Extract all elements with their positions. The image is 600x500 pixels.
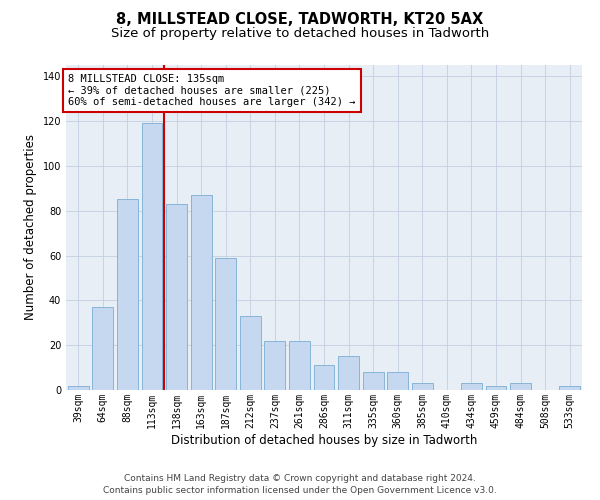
Text: 8, MILLSTEAD CLOSE, TADWORTH, KT20 5AX: 8, MILLSTEAD CLOSE, TADWORTH, KT20 5AX	[116, 12, 484, 28]
Bar	[265, 340, 286, 390]
Text: 8 MILLSTEAD CLOSE: 135sqm
← 39% of detached houses are smaller (225)
60% of semi: 8 MILLSTEAD CLOSE: 135sqm ← 39% of detac…	[68, 74, 356, 107]
Bar	[362, 372, 383, 390]
Bar	[559, 386, 580, 390]
Bar	[314, 366, 334, 390]
Bar	[510, 384, 531, 390]
Text: Contains HM Land Registry data © Crown copyright and database right 2024.
Contai: Contains HM Land Registry data © Crown c…	[103, 474, 497, 495]
Bar	[338, 356, 359, 390]
Text: Size of property relative to detached houses in Tadworth: Size of property relative to detached ho…	[111, 28, 489, 40]
Bar	[117, 200, 138, 390]
Bar	[412, 384, 433, 390]
Bar	[68, 386, 89, 390]
Bar	[215, 258, 236, 390]
Bar	[387, 372, 408, 390]
Bar	[461, 384, 482, 390]
Bar	[485, 386, 506, 390]
Bar	[240, 316, 261, 390]
Bar	[166, 204, 187, 390]
Bar	[92, 307, 113, 390]
Bar	[142, 124, 163, 390]
Y-axis label: Number of detached properties: Number of detached properties	[24, 134, 37, 320]
Bar	[191, 195, 212, 390]
Bar	[289, 340, 310, 390]
X-axis label: Distribution of detached houses by size in Tadworth: Distribution of detached houses by size …	[171, 434, 477, 446]
